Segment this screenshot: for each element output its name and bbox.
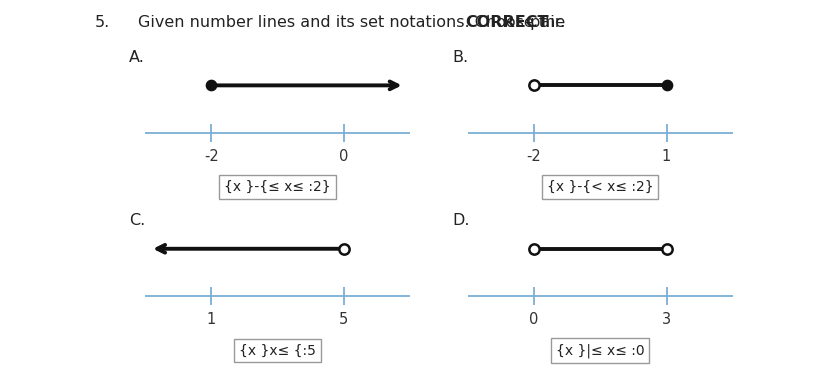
Text: CORRECT: CORRECT: [465, 15, 548, 30]
Text: {x }-{< x≤ :2}: {x }-{< x≤ :2}: [547, 180, 653, 194]
Text: 1: 1: [206, 312, 216, 327]
Point: [527, 246, 540, 252]
Text: -2: -2: [203, 149, 218, 164]
Text: pair.: pair.: [524, 15, 564, 30]
Text: {x }x≤ {:5: {x }x≤ {:5: [239, 344, 315, 358]
Text: B.: B.: [452, 50, 467, 65]
Point: [527, 82, 540, 89]
Point: [337, 246, 350, 252]
Text: 0: 0: [528, 312, 538, 327]
Text: 3: 3: [661, 312, 671, 327]
Text: Given number lines and its set notations. Choose the: Given number lines and its set notations…: [138, 15, 570, 30]
Point: [659, 246, 672, 252]
Text: {x }|≤ x≤ :0: {x }|≤ x≤ :0: [555, 343, 644, 358]
Text: C.: C.: [129, 214, 145, 228]
Point: [659, 82, 672, 89]
Text: 5: 5: [338, 312, 348, 327]
Text: 1: 1: [661, 149, 671, 164]
Text: A.: A.: [129, 50, 145, 65]
Text: {x }-{≤ x≤ :2}: {x }-{≤ x≤ :2}: [224, 180, 330, 194]
Text: 5.: 5.: [95, 15, 110, 30]
Text: D.: D.: [452, 214, 469, 228]
Text: 0: 0: [338, 149, 348, 164]
Text: -2: -2: [526, 149, 541, 164]
Point: [204, 82, 218, 89]
